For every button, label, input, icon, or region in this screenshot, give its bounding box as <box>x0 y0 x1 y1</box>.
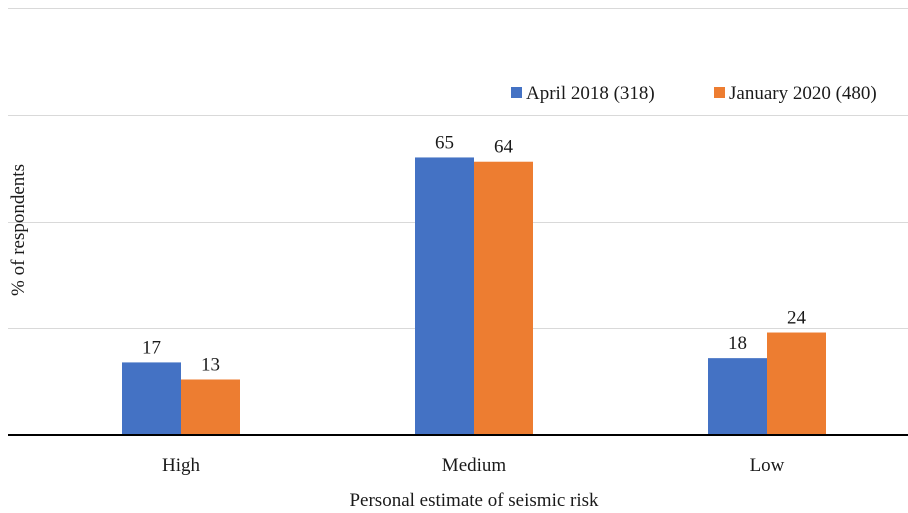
legend-label-january-2020: January 2020 (480) <box>729 83 877 104</box>
x-tick-label-medium: Medium <box>442 455 507 476</box>
legend-label-april-2018: April 2018 (318) <box>526 83 655 104</box>
bar-high-series-2 <box>181 379 240 435</box>
x-tick-label-high: High <box>162 455 201 476</box>
y-axis-title: % of respondents <box>8 164 29 296</box>
bar-low-series-1 <box>708 358 767 435</box>
data-label-low-series-1: 18 <box>728 333 747 354</box>
x-tick-label-low: Low <box>750 455 785 476</box>
legend: April 2018 (318) January 2020 (480) <box>511 83 877 104</box>
legend-swatch-april-2018 <box>511 87 522 98</box>
data-label-medium-series-1: 65 <box>435 132 454 153</box>
bar-medium-series-1 <box>415 157 474 435</box>
bar-low-series-2 <box>767 332 826 435</box>
bars <box>122 157 826 435</box>
x-tick-labels: High Medium Low <box>162 455 785 476</box>
data-label-low-series-2: 24 <box>787 308 807 329</box>
data-labels: 17 13 65 64 18 24 <box>142 132 807 375</box>
x-axis-title: Personal estimate of seismic risk <box>349 490 599 511</box>
data-label-high-series-2: 13 <box>201 354 220 375</box>
legend-swatch-january-2020 <box>714 87 725 98</box>
data-label-high-series-1: 17 <box>142 337 161 358</box>
bar-high-series-1 <box>122 362 181 435</box>
bar-medium-series-2 <box>474 161 533 435</box>
data-label-medium-series-2: 64 <box>494 137 514 158</box>
